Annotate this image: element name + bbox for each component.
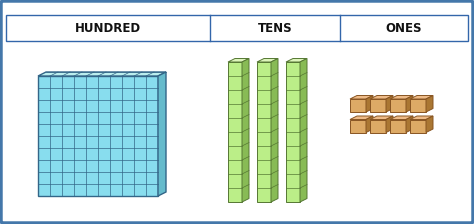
Polygon shape bbox=[228, 58, 249, 62]
Polygon shape bbox=[257, 62, 271, 202]
Polygon shape bbox=[370, 95, 393, 99]
Polygon shape bbox=[242, 58, 249, 202]
Polygon shape bbox=[390, 95, 413, 99]
Polygon shape bbox=[406, 116, 413, 133]
Polygon shape bbox=[406, 95, 413, 112]
Polygon shape bbox=[300, 58, 307, 202]
Polygon shape bbox=[390, 116, 413, 119]
Polygon shape bbox=[426, 116, 433, 133]
Polygon shape bbox=[386, 116, 393, 133]
Polygon shape bbox=[390, 119, 406, 133]
Polygon shape bbox=[286, 58, 307, 62]
Polygon shape bbox=[366, 95, 373, 112]
Polygon shape bbox=[158, 72, 166, 196]
Text: ONES: ONES bbox=[386, 22, 422, 34]
Polygon shape bbox=[257, 58, 278, 62]
Polygon shape bbox=[390, 99, 406, 112]
Polygon shape bbox=[366, 116, 373, 133]
Polygon shape bbox=[350, 116, 373, 119]
Text: TENS: TENS bbox=[258, 22, 292, 34]
Polygon shape bbox=[426, 95, 433, 112]
Bar bbox=[6, 15, 468, 41]
Polygon shape bbox=[370, 116, 393, 119]
Text: HUNDRED: HUNDRED bbox=[75, 22, 141, 34]
Polygon shape bbox=[350, 119, 366, 133]
Polygon shape bbox=[350, 95, 373, 99]
Polygon shape bbox=[410, 119, 426, 133]
Polygon shape bbox=[370, 119, 386, 133]
Polygon shape bbox=[228, 62, 242, 202]
Polygon shape bbox=[410, 99, 426, 112]
Polygon shape bbox=[271, 58, 278, 202]
Polygon shape bbox=[286, 62, 300, 202]
Polygon shape bbox=[386, 95, 393, 112]
Polygon shape bbox=[370, 99, 386, 112]
Polygon shape bbox=[38, 76, 158, 196]
Polygon shape bbox=[410, 95, 433, 99]
Polygon shape bbox=[410, 116, 433, 119]
Polygon shape bbox=[350, 99, 366, 112]
Polygon shape bbox=[38, 72, 166, 76]
